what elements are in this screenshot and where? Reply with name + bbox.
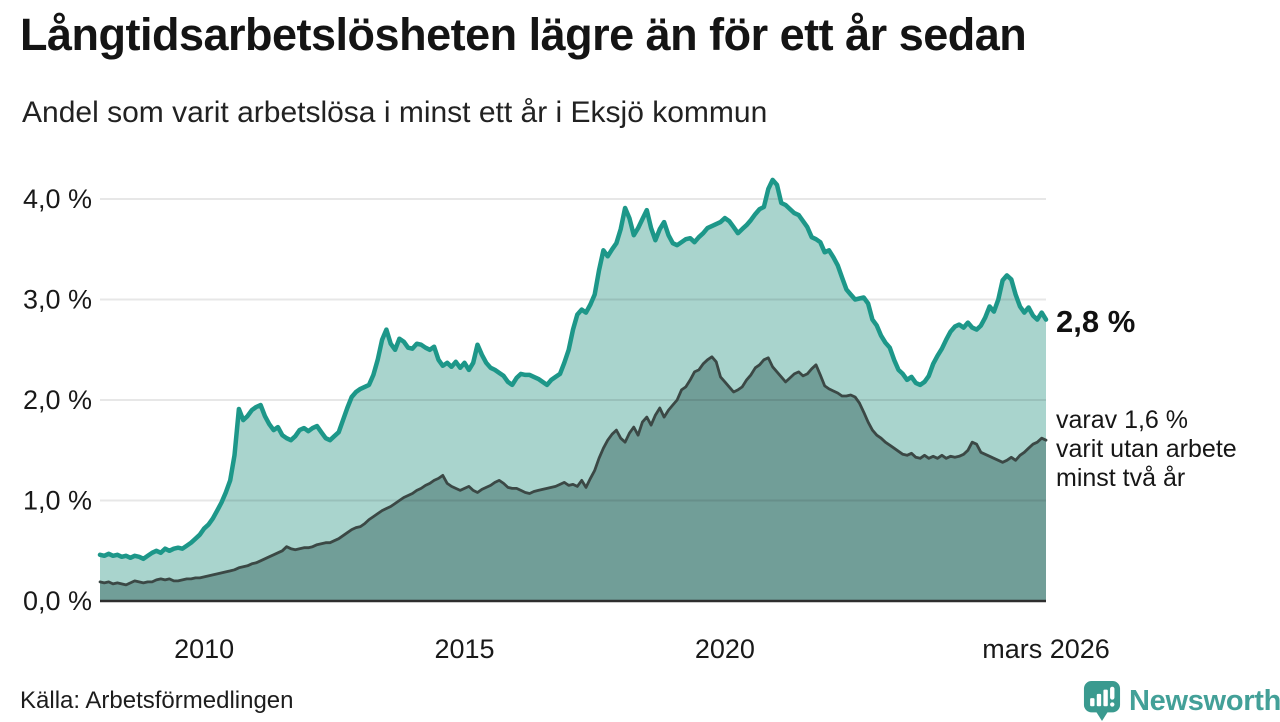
newsworthy-logo: Newsworthy: [1083, 680, 1280, 722]
y-tick-label: 3,0 %: [23, 285, 92, 315]
latest-value-label: 2,8 %: [1056, 304, 1136, 339]
x-tick-label: 2020: [695, 634, 755, 664]
annotation-line-1: varav 1,6 %: [1056, 406, 1189, 434]
x-tick-label: 2010: [174, 634, 234, 664]
chart-subtitle: Andel som varit arbetslösa i minst ett å…: [22, 96, 768, 129]
y-tick-label: 1,0 %: [23, 486, 92, 516]
newsworthy-wordmark: Newsworthy: [1129, 684, 1280, 717]
series-line-1: [98, 355, 1048, 587]
series-line-0: [97, 177, 1049, 562]
newsworthy-icon: [1083, 681, 1121, 721]
y-tick-label: 0,0 %: [23, 586, 92, 616]
page-title: Långtidsarbetslösheten lägre än för ett …: [20, 9, 1027, 60]
annotation-line-3: minst två år: [1056, 464, 1186, 492]
annotation-line-2: varit utan arbete: [1056, 435, 1237, 463]
x-tick-label: mars 2026: [982, 634, 1110, 664]
two-year-annotation: varav 1,6 % varit utan arbete minst två …: [1056, 406, 1276, 493]
y-tick-label: 4,0 %: [23, 184, 92, 214]
source-credit: Källa: Arbetsförmedlingen: [20, 687, 294, 714]
x-tick-label: 2015: [434, 634, 494, 664]
y-tick-label: 2,0 %: [23, 385, 92, 415]
